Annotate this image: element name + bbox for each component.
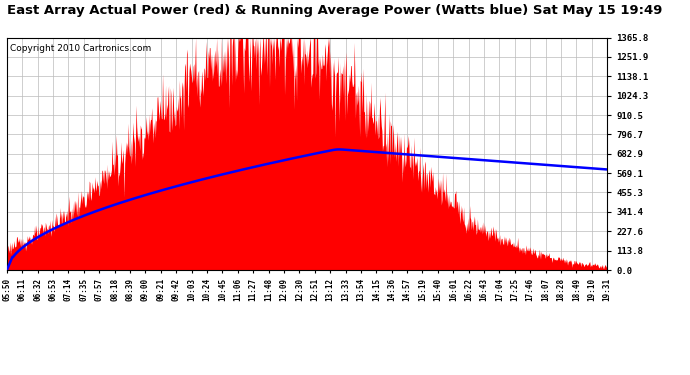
- Text: East Array Actual Power (red) & Running Average Power (Watts blue) Sat May 15 19: East Array Actual Power (red) & Running …: [7, 4, 662, 17]
- Text: Copyright 2010 Cartronics.com: Copyright 2010 Cartronics.com: [10, 45, 151, 54]
